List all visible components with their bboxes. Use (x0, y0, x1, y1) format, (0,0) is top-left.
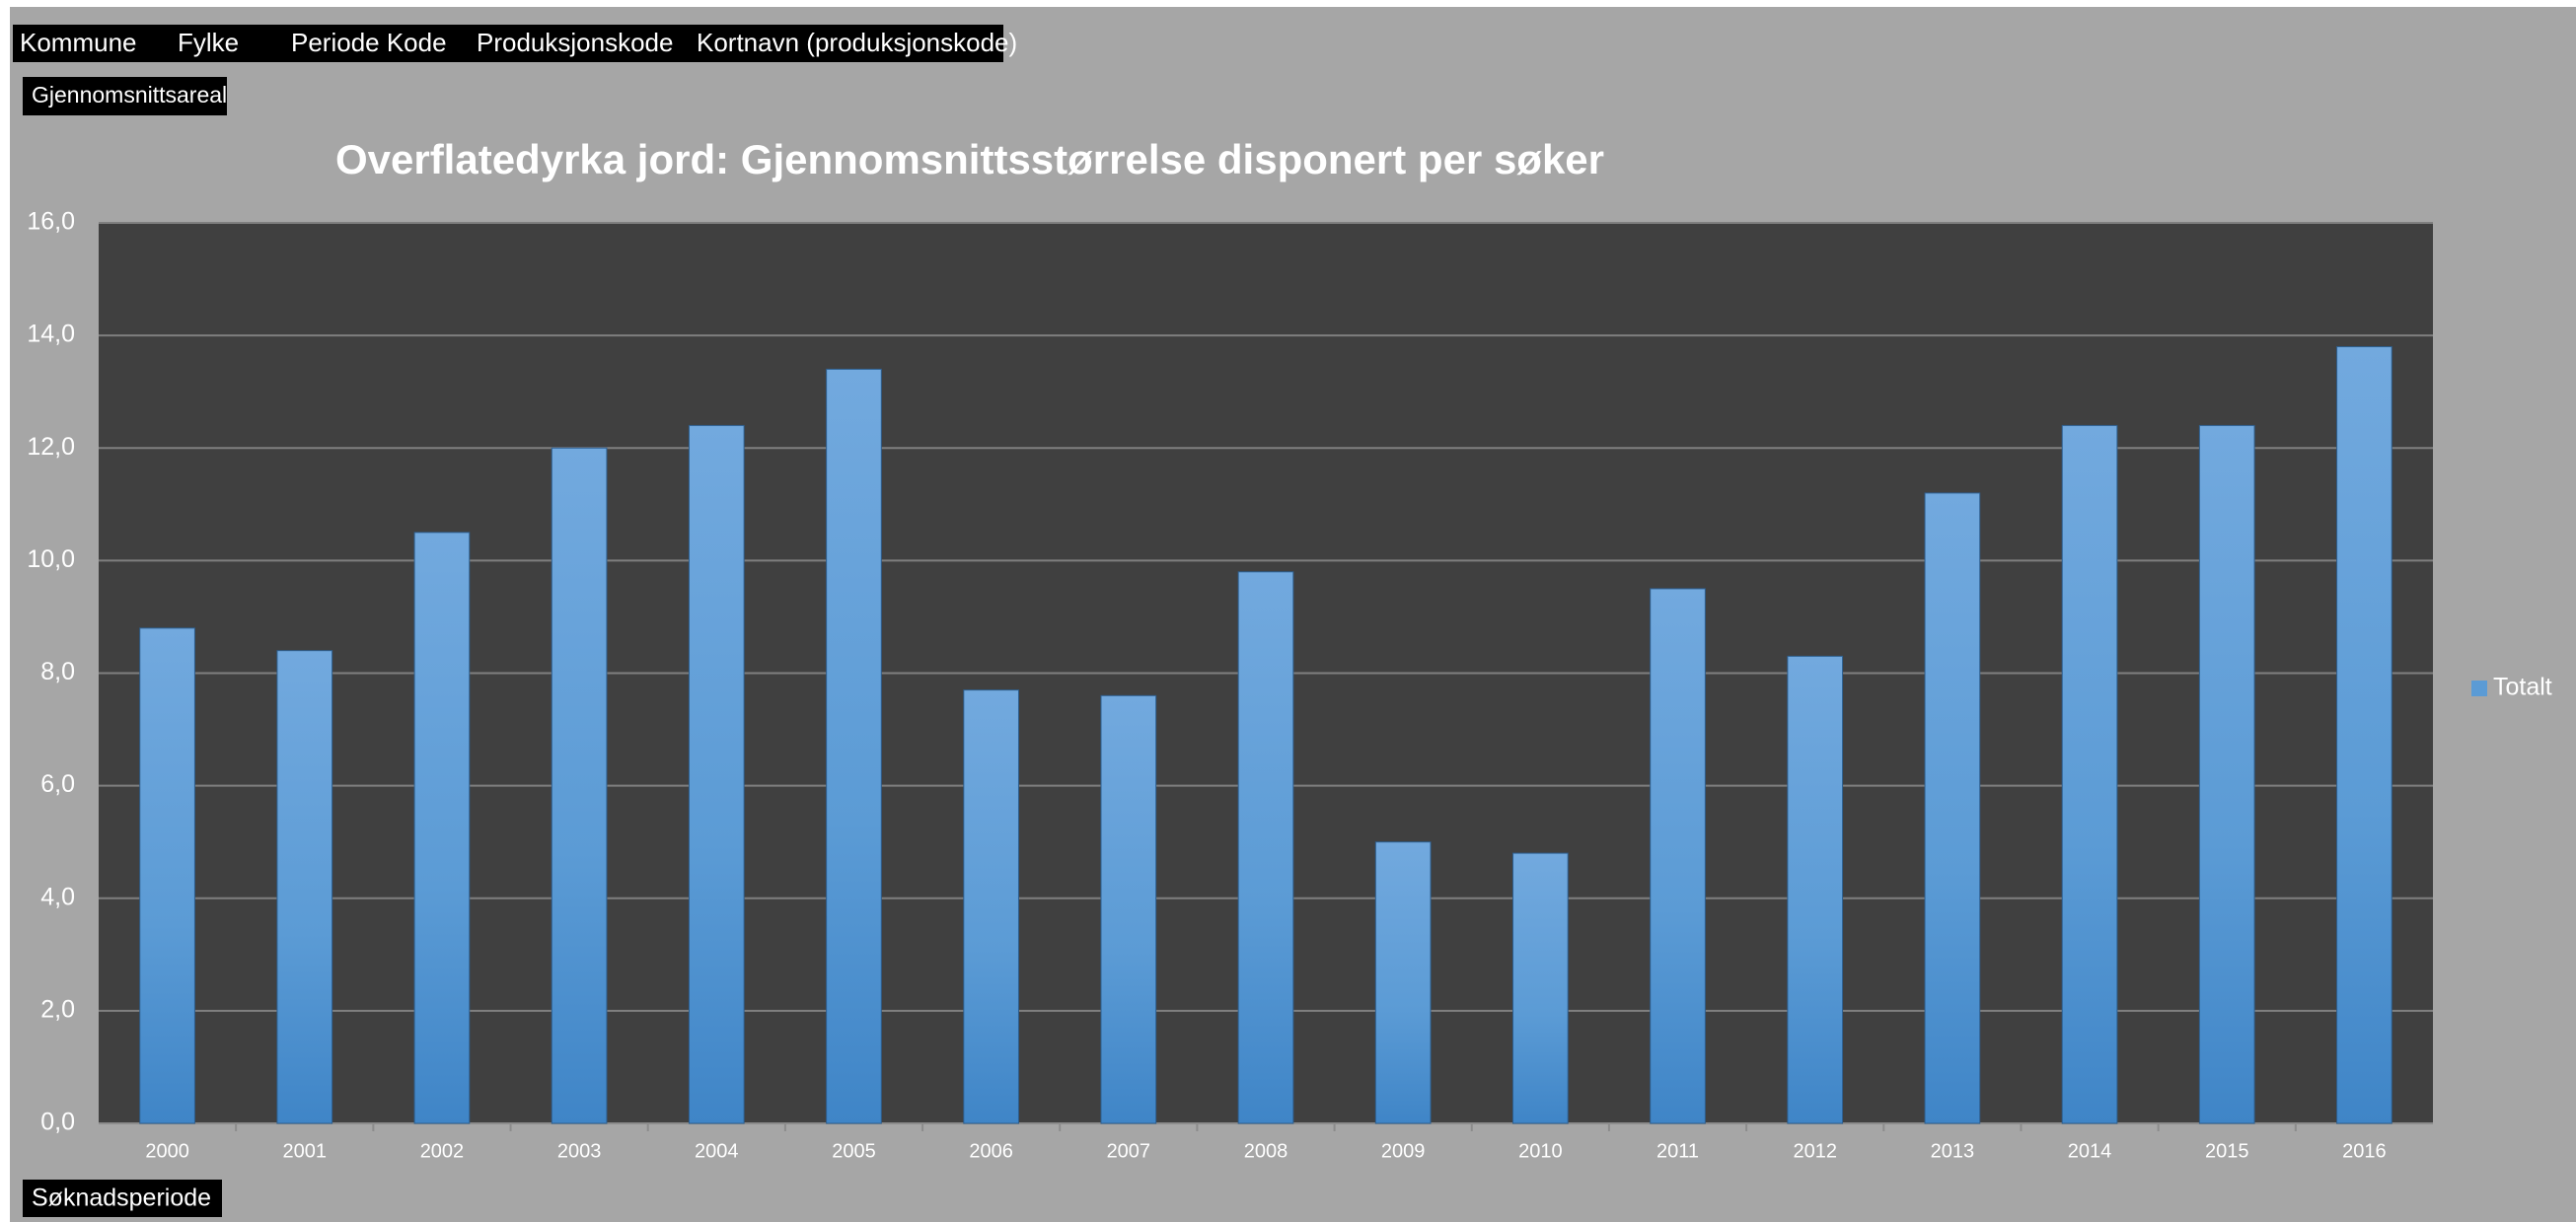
filter-field[interactable]: Kommune (20, 28, 137, 57)
value-field-label[interactable]: Gjennomsnittsareal (32, 82, 227, 108)
left-strip (0, 0, 10, 1222)
bar (276, 650, 333, 1124)
y-tick-label: 6,0 (40, 770, 75, 798)
bar (826, 368, 882, 1124)
filter-bar (13, 25, 1003, 62)
bar (1787, 655, 1844, 1124)
x-tick-label: 2016 (2342, 1140, 2387, 1162)
x-tick-label: 2011 (1656, 1140, 1699, 1162)
bar (139, 627, 195, 1124)
x-tick-label: 2002 (420, 1140, 465, 1162)
x-tick-label: 2004 (695, 1140, 739, 1162)
x-tick-label: 2008 (1244, 1140, 1288, 1162)
y-tick-label: 0,0 (40, 1109, 75, 1136)
y-tick-label: 4,0 (40, 883, 75, 910)
bar (1512, 852, 1569, 1124)
axis-field-label[interactable]: Søknadsperiode (32, 1185, 211, 1212)
x-tick-label: 2003 (557, 1140, 602, 1162)
x-tick-label: 2006 (969, 1140, 1013, 1162)
bar (1237, 571, 1294, 1124)
y-tick-label: 8,0 (40, 658, 75, 685)
bar (1374, 841, 1432, 1124)
x-tick-label: 2001 (283, 1140, 328, 1162)
legend-swatch (2471, 681, 2487, 696)
chart-title: Overflatedyrka jord: Gjennomsnittsstørre… (335, 136, 1604, 182)
y-tick-label: 12,0 (27, 433, 75, 461)
value-field-button[interactable] (23, 77, 227, 115)
x-tick-label: 2000 (145, 1140, 189, 1162)
x-tick-label: 2012 (1793, 1140, 1837, 1162)
axis-field-button[interactable] (23, 1180, 222, 1217)
bar (413, 532, 471, 1124)
y-tick-label: 14,0 (27, 321, 75, 348)
x-tick-label: 2013 (1931, 1140, 1975, 1162)
bar (2061, 424, 2118, 1124)
filter-field[interactable]: Produksjonskode (477, 28, 673, 57)
filter-field[interactable]: Kortnavn (produksjonskode) (697, 28, 1017, 57)
x-tick-label: 2009 (1381, 1140, 1426, 1162)
filter-field[interactable]: Periode Kode (291, 28, 447, 57)
legend-label: Totalt (2493, 674, 2552, 701)
bar (2198, 424, 2255, 1124)
bar (963, 689, 1019, 1124)
bar (688, 424, 745, 1124)
x-tick-label: 2007 (1107, 1140, 1151, 1162)
x-tick-label: 2014 (2068, 1140, 2112, 1162)
y-tick-label: 16,0 (27, 208, 75, 236)
bar (2336, 346, 2392, 1124)
y-tick-label: 10,0 (27, 545, 75, 573)
bar (1650, 588, 1706, 1124)
bar (1924, 492, 1981, 1124)
x-tick-label: 2015 (2205, 1140, 2249, 1162)
top-strip (0, 0, 2576, 7)
x-tick-label: 2005 (832, 1140, 876, 1162)
bar (1100, 694, 1157, 1124)
filter-field[interactable]: Fylke (178, 28, 239, 57)
x-tick-label: 2010 (1518, 1140, 1563, 1162)
bar (551, 447, 608, 1124)
y-tick-label: 2,0 (40, 995, 75, 1023)
